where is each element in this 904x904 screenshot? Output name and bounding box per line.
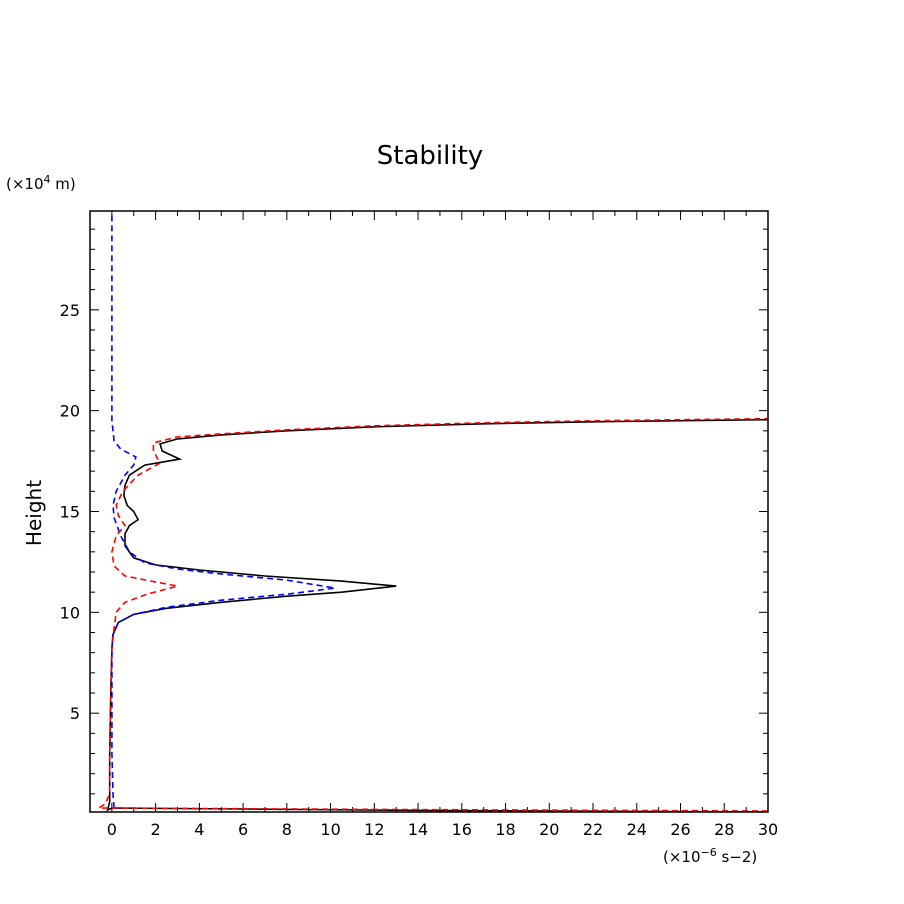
x-tick-label: 12 (364, 820, 384, 839)
plot-frame (89, 210, 769, 813)
x-tick-label: 10 (320, 820, 340, 839)
x-tick-label: 0 (107, 820, 117, 839)
x-tick-label: 2 (151, 820, 161, 839)
y-tick-label: 15 (60, 503, 80, 522)
series-layer (95, 211, 768, 812)
x-tick-label: 4 (194, 820, 204, 839)
x-tick-label: 22 (583, 820, 603, 839)
chart-title: Stability (377, 141, 483, 171)
x-tick-label: 24 (627, 820, 647, 839)
y-tick-label: 20 (60, 402, 80, 421)
y-unit-label: (×104 m) (6, 173, 76, 193)
y-tick-label: 25 (60, 301, 80, 320)
x-tick-label: 16 (452, 820, 472, 839)
x-tick-label: 8 (282, 820, 292, 839)
x-unit-label: (×10−6 s−2) (663, 846, 757, 866)
series-line-1 (106, 418, 768, 812)
x-tick-label: 18 (495, 820, 515, 839)
x-tick-label: 14 (408, 820, 428, 839)
x-tick-label: 20 (539, 820, 559, 839)
y-tick-label: 10 (60, 603, 80, 622)
x-tick-label: 30 (758, 820, 778, 839)
y-axis-label: Height (22, 480, 46, 546)
x-tick-label: 26 (670, 820, 690, 839)
series-line-3 (95, 417, 768, 812)
series-line-2 (111, 211, 336, 809)
y-tick-label: 5 (70, 704, 80, 723)
x-tick-label: 6 (238, 820, 248, 839)
x-tick-label: 28 (714, 820, 734, 839)
